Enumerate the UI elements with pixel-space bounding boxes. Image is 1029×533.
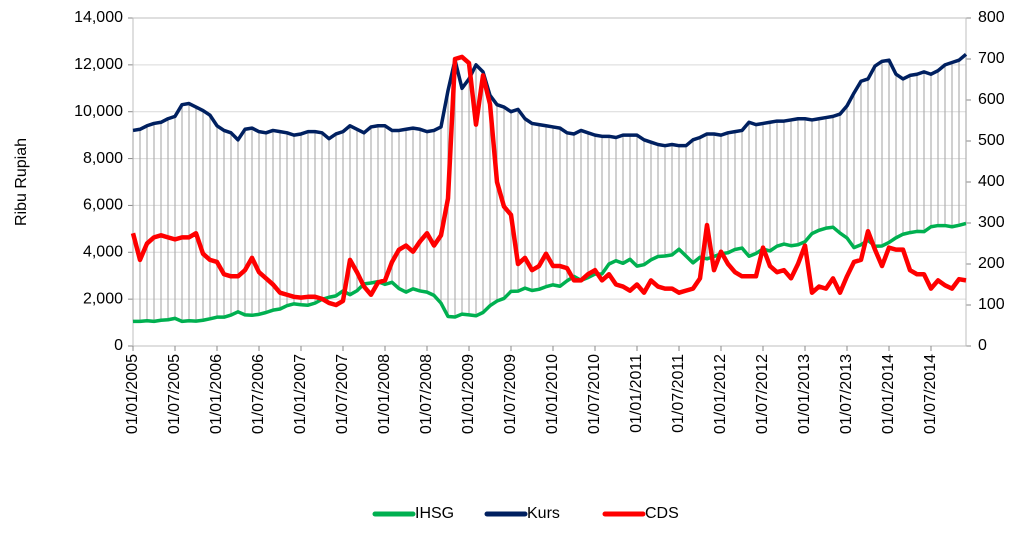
legend-label: Kurs [527,505,560,522]
x-tick-label: 01/01/2007 [292,354,309,434]
x-tick-label: 01/07/2010 [586,354,603,434]
y-tick-label: 14,000 [74,9,123,26]
y-axis-label: Ribu Rupiah [13,138,30,226]
y-tick-label: 2,000 [83,290,123,307]
y2-tick-label: 400 [978,173,1005,190]
x-tick-label: 01/01/2009 [460,354,477,434]
plot-frame [132,17,967,347]
y2-tick-label: 500 [978,132,1005,149]
x-tick-label: 01/01/2006 [208,354,225,434]
y-tick-label: 8,000 [83,150,123,167]
x-tick-label: 01/01/2008 [376,354,393,434]
x-tick-label: 01/07/2007 [334,354,351,434]
x-tick-label: 01/07/2014 [922,354,939,434]
y-tick-label: 6,000 [83,197,123,214]
legend-label: IHSG [415,505,454,522]
y2-tick-label: 600 [978,91,1005,108]
y-tick-label: 4,000 [83,244,123,261]
x-tick-label: 01/01/2005 [124,354,141,434]
x-tick-label: 01/01/2013 [796,354,813,434]
x-tick-label: 01/07/2012 [754,354,771,434]
y-tick-label: 0 [114,337,123,354]
y-tick-label: 12,000 [74,56,123,73]
x-tick-label: 01/01/2011 [628,354,645,433]
series-line [133,221,967,324]
x-tick-label: 01/01/2014 [880,354,897,434]
y-tick-label: 10,000 [74,103,123,120]
x-tick-label: 01/07/2011 [670,354,687,433]
x-tick-label: 01/01/2010 [544,354,561,434]
y2-tick-label: 0 [978,337,987,354]
legend-label: CDS [645,505,679,522]
x-tick-label: 01/01/2012 [712,354,729,434]
x-tick-label: 01/07/2006 [250,354,267,434]
y2-tick-label: 800 [978,9,1005,26]
series-line [130,54,967,308]
y2-tick-label: 200 [978,255,1005,272]
x-tick-label: 01/07/2008 [418,354,435,434]
y2-tick-label: 300 [978,214,1005,231]
x-tick-label: 01/07/2005 [166,354,183,434]
x-tick-label: 01/07/2009 [502,354,519,434]
y2-tick-label: 700 [978,50,1005,67]
series-line [132,52,968,148]
y2-tick-label: 100 [978,296,1005,313]
x-tick-label: 01/07/2013 [838,354,855,434]
